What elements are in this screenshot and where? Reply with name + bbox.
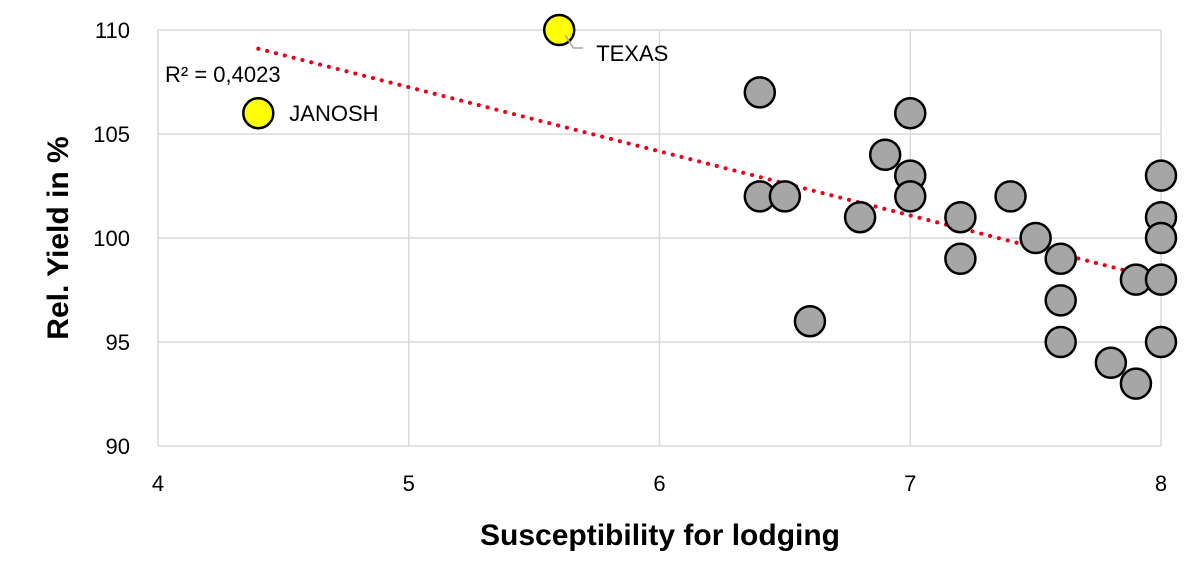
y-tick-label: 95 (106, 330, 130, 355)
grid-lines (157, 29, 1162, 447)
y-axis-title: Rel. Yield in % (42, 136, 75, 339)
data-point (1044, 284, 1077, 317)
data-point (1119, 367, 1153, 400)
trendline-group (256, 46, 1163, 282)
highlighted-point (542, 13, 576, 47)
data-point (1144, 263, 1178, 296)
highlighted-point (242, 96, 275, 130)
y-tick-label: 110 (95, 18, 130, 43)
data-point (1144, 325, 1178, 359)
data-point (944, 200, 977, 234)
data-point (1019, 221, 1052, 255)
y-tick-label: 105 (93, 122, 130, 147)
y-tick-labels: 90 95 100 105 110 (93, 18, 130, 459)
point-labels: JANOSH TEXAS (289, 34, 668, 126)
x-tick-label: 8 (1155, 471, 1167, 496)
data-point (944, 242, 977, 276)
x-tick-label: 4 (152, 471, 164, 496)
data-point (843, 200, 877, 234)
x-tick-labels: 4 5 6 7 8 (152, 471, 1167, 496)
data-points (242, 13, 1178, 400)
trendline (256, 46, 1163, 282)
x-tick-label: 7 (904, 471, 916, 496)
data-point (894, 96, 927, 130)
point-label: TEXAS (596, 41, 668, 66)
data-point (868, 138, 902, 172)
data-point (1044, 325, 1077, 359)
point-label: JANOSH (289, 101, 378, 126)
x-tick-label: 6 (653, 471, 665, 496)
data-point (1094, 346, 1128, 380)
label-leader-line (564, 34, 584, 49)
y-tick-label: 100 (93, 226, 130, 251)
data-point (743, 76, 777, 109)
x-tick-label: 5 (403, 471, 415, 496)
data-point (1144, 159, 1178, 192)
data-point (894, 180, 927, 213)
x-axis-title: Susceptibility for lodging (480, 519, 840, 552)
data-point (768, 180, 802, 213)
data-point (793, 304, 827, 338)
data-point (1144, 221, 1178, 255)
data-point (1044, 242, 1077, 276)
r-squared-annotation: R² = 0,4023 (165, 62, 281, 87)
y-tick-label: 90 (106, 434, 130, 459)
data-point (994, 180, 1027, 213)
